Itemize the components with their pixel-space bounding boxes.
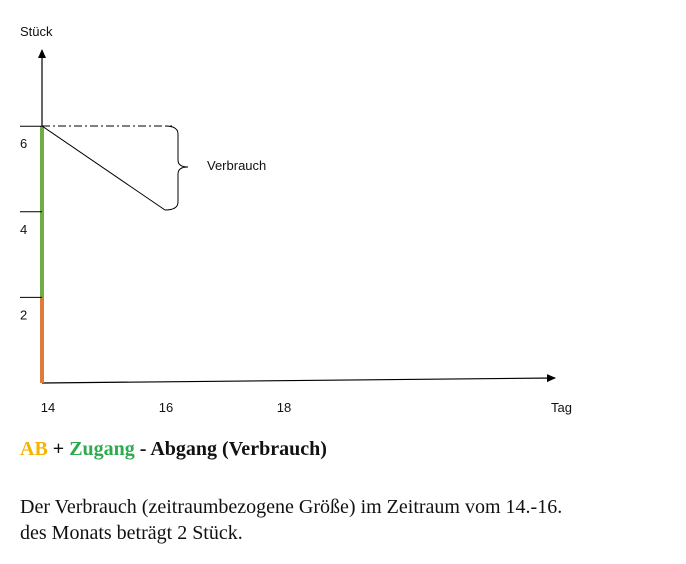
x-tick-label: 16	[159, 400, 173, 415]
annotation: Verbrauch	[207, 158, 266, 173]
x-tick-label: 18	[277, 400, 291, 415]
y-axis-label: Stück	[20, 24, 53, 39]
formula-part: Zugang	[69, 438, 135, 460]
x-tick-label: 14	[41, 400, 55, 415]
formula-part: - Abgang (Verbrauch)	[139, 438, 327, 460]
consumption-line	[41, 125, 166, 211]
y-tick-label: 4	[20, 222, 27, 237]
paragraph: Der Verbrauch (zeitraumbezogene Größe) i…	[20, 494, 562, 546]
x-axis-label: Tag	[551, 400, 572, 415]
y-tick-label: 2	[20, 307, 27, 322]
formula-part: +	[52, 438, 65, 460]
x-axis	[41, 374, 556, 384]
paragraph-line: Der Verbrauch (zeitraumbezogene Größe) i…	[20, 496, 563, 518]
paragraph-line: des Monats beträgt 2 Stück.	[20, 522, 243, 544]
diagram: Stück Verbrauch Tag 6 4 2 14 16 18	[20, 24, 572, 415]
brace	[164, 125, 189, 211]
formula: AB + Zugang - Abgang (Verbrauch)	[20, 438, 327, 461]
y-tick-label: 6	[20, 136, 27, 151]
formula-part: AB	[20, 438, 48, 460]
